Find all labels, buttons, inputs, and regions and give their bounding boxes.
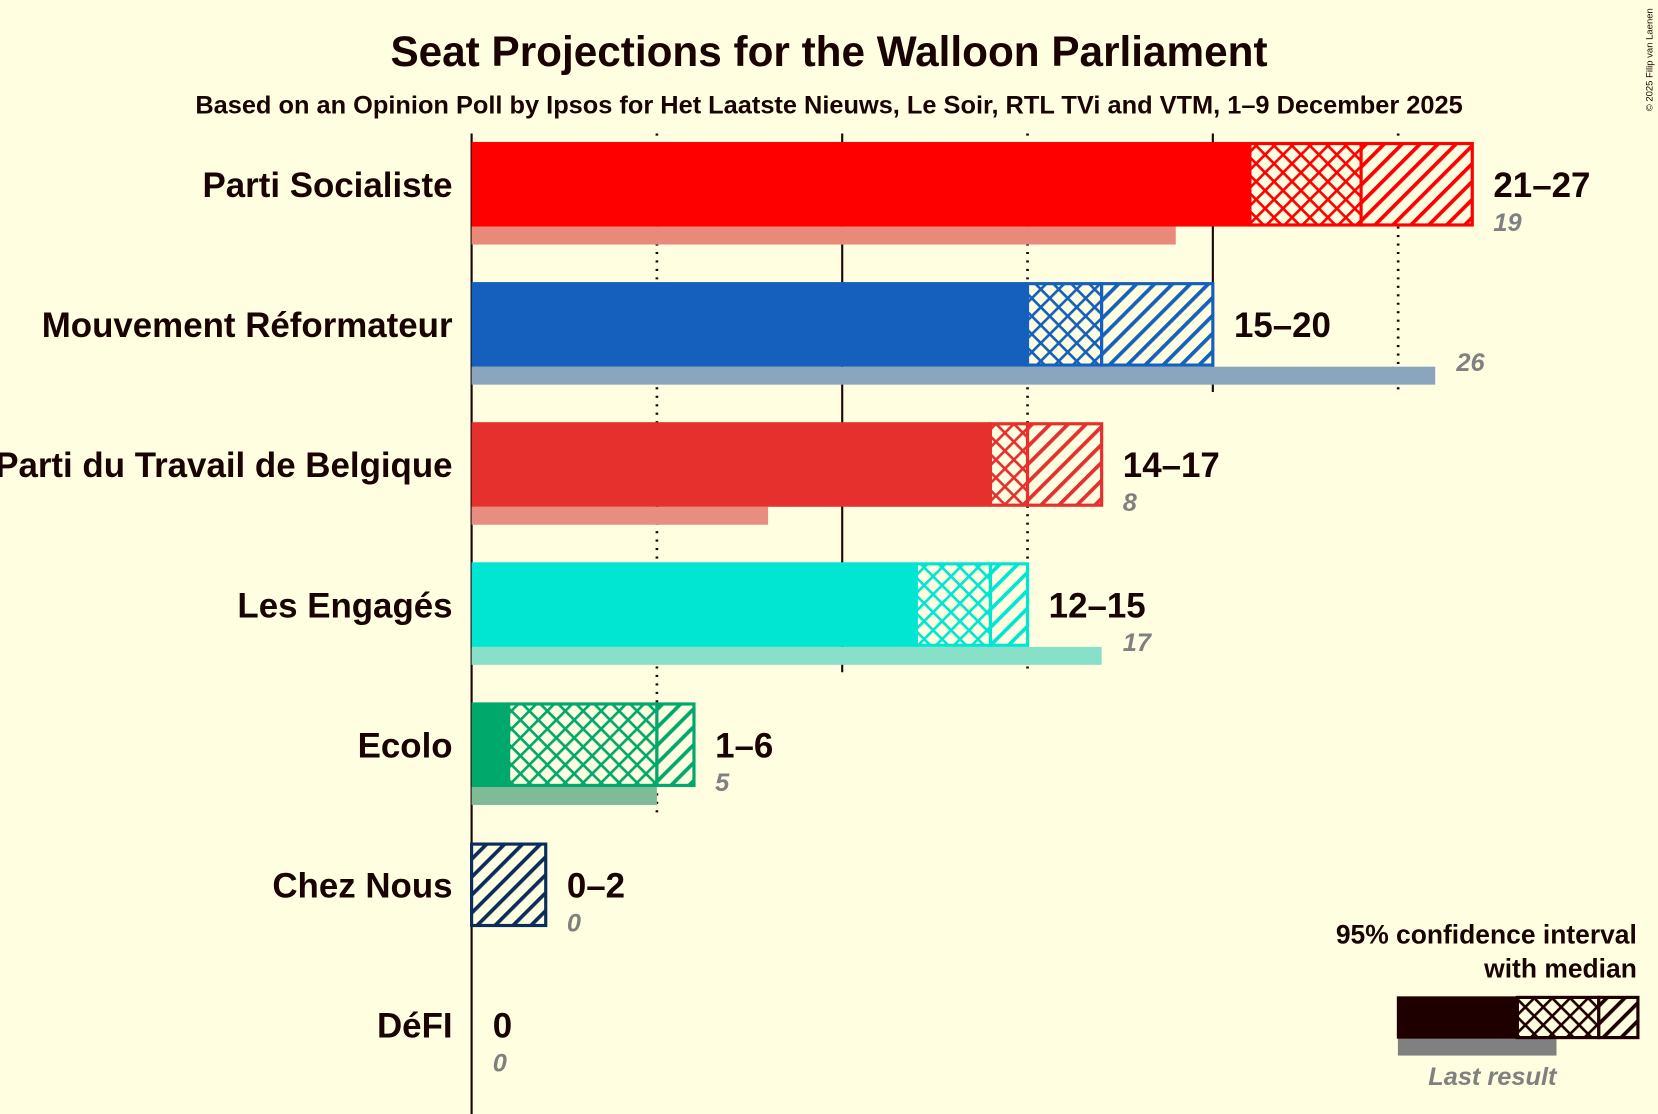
party-name: Ecolo [358, 726, 453, 765]
last-result-label: 17 [1123, 629, 1153, 657]
ci-median-to-upper [1025, 422, 1104, 507]
legend-hatch [1597, 995, 1640, 1040]
chart-subtitle: Based on an Opinion Poll by Ipsos for He… [195, 91, 1462, 119]
party-row: Parti Socialiste 21–27 19 [203, 141, 1590, 245]
ci-label: 1–6 [715, 726, 773, 765]
ci-median-to-upper [655, 702, 696, 787]
ci-label: 15–20 [1234, 306, 1331, 345]
last-result-label: 8 [1123, 489, 1138, 517]
legend-line1: 95% confidence interval [1336, 919, 1637, 949]
last-result-label: 0 [567, 909, 581, 937]
party-row: Les Engagés 12–15 17 [237, 562, 1153, 665]
ci-median-to-upper [988, 562, 1030, 647]
copyright: © 2025 Filip van Laenen [1645, 8, 1656, 111]
party-name: Mouvement Réformateur [42, 306, 453, 345]
ci-label: 14–17 [1123, 446, 1220, 485]
legend-line2: with median [1483, 953, 1637, 983]
ci-solid-bar [471, 141, 1250, 227]
ci-label: 0–2 [567, 866, 625, 905]
ci-lower-to-median [1025, 282, 1104, 367]
ci-lower-to-median [914, 562, 993, 647]
ci-lower-to-median [988, 422, 1030, 507]
ci-median-to-upper [470, 842, 548, 928]
ci-solid-bar [471, 422, 991, 507]
ci-solid-bar [471, 562, 917, 647]
ci-lower-to-median [1248, 141, 1363, 227]
bars: Parti Socialiste 21–27 19 Mouvement Réforma… [0, 141, 1590, 1078]
legend-solid [1396, 996, 1518, 1039]
ci-solid-bar [471, 282, 1028, 367]
legend: 95% confidence interval with median Last… [1336, 919, 1640, 1091]
ci-solid-bar [471, 702, 509, 787]
ci-label: 21–27 [1493, 166, 1590, 205]
party-name: Chez Nous [272, 866, 452, 905]
party-name: Les Engagés [237, 586, 452, 625]
party-row: Parti du Travail de Belgique 14–17 8 [0, 422, 1220, 525]
last-result-bar [471, 226, 1176, 245]
last-result-label: 0 [493, 1049, 507, 1077]
legend-last-result: Last result [1428, 1063, 1558, 1091]
party-name: Parti Socialiste [203, 166, 453, 205]
last-result-label: 26 [1455, 349, 1485, 377]
party-name: DéFI [377, 1007, 453, 1046]
last-result-bar [471, 646, 1102, 665]
party-name: Parti du Travail de Belgique [0, 446, 453, 485]
legend-crosshatch [1515, 995, 1601, 1040]
last-result-label: 19 [1493, 209, 1521, 237]
ci-median-to-upper [1100, 282, 1215, 367]
last-result-bar [471, 786, 657, 805]
ci-median-to-upper [1359, 141, 1474, 227]
last-result-bar [471, 506, 769, 525]
party-row: Ecolo 1–6 5 [358, 702, 773, 805]
chart-title: Seat Projections for the Walloon Parliam… [390, 28, 1267, 75]
legend-last-result-bar [1397, 1036, 1557, 1056]
ci-label: 0 [493, 1007, 512, 1046]
last-result-label: 5 [715, 769, 730, 797]
party-row: Mouvement Réformateur 15–20 26 [42, 282, 1485, 385]
ci-lower-to-median [507, 702, 659, 787]
party-row: DéFI 0 0 [377, 1007, 512, 1078]
party-row: Chez Nous 0–2 0 [272, 842, 625, 937]
ci-label: 12–15 [1049, 586, 1146, 625]
last-result-bar [471, 366, 1436, 385]
